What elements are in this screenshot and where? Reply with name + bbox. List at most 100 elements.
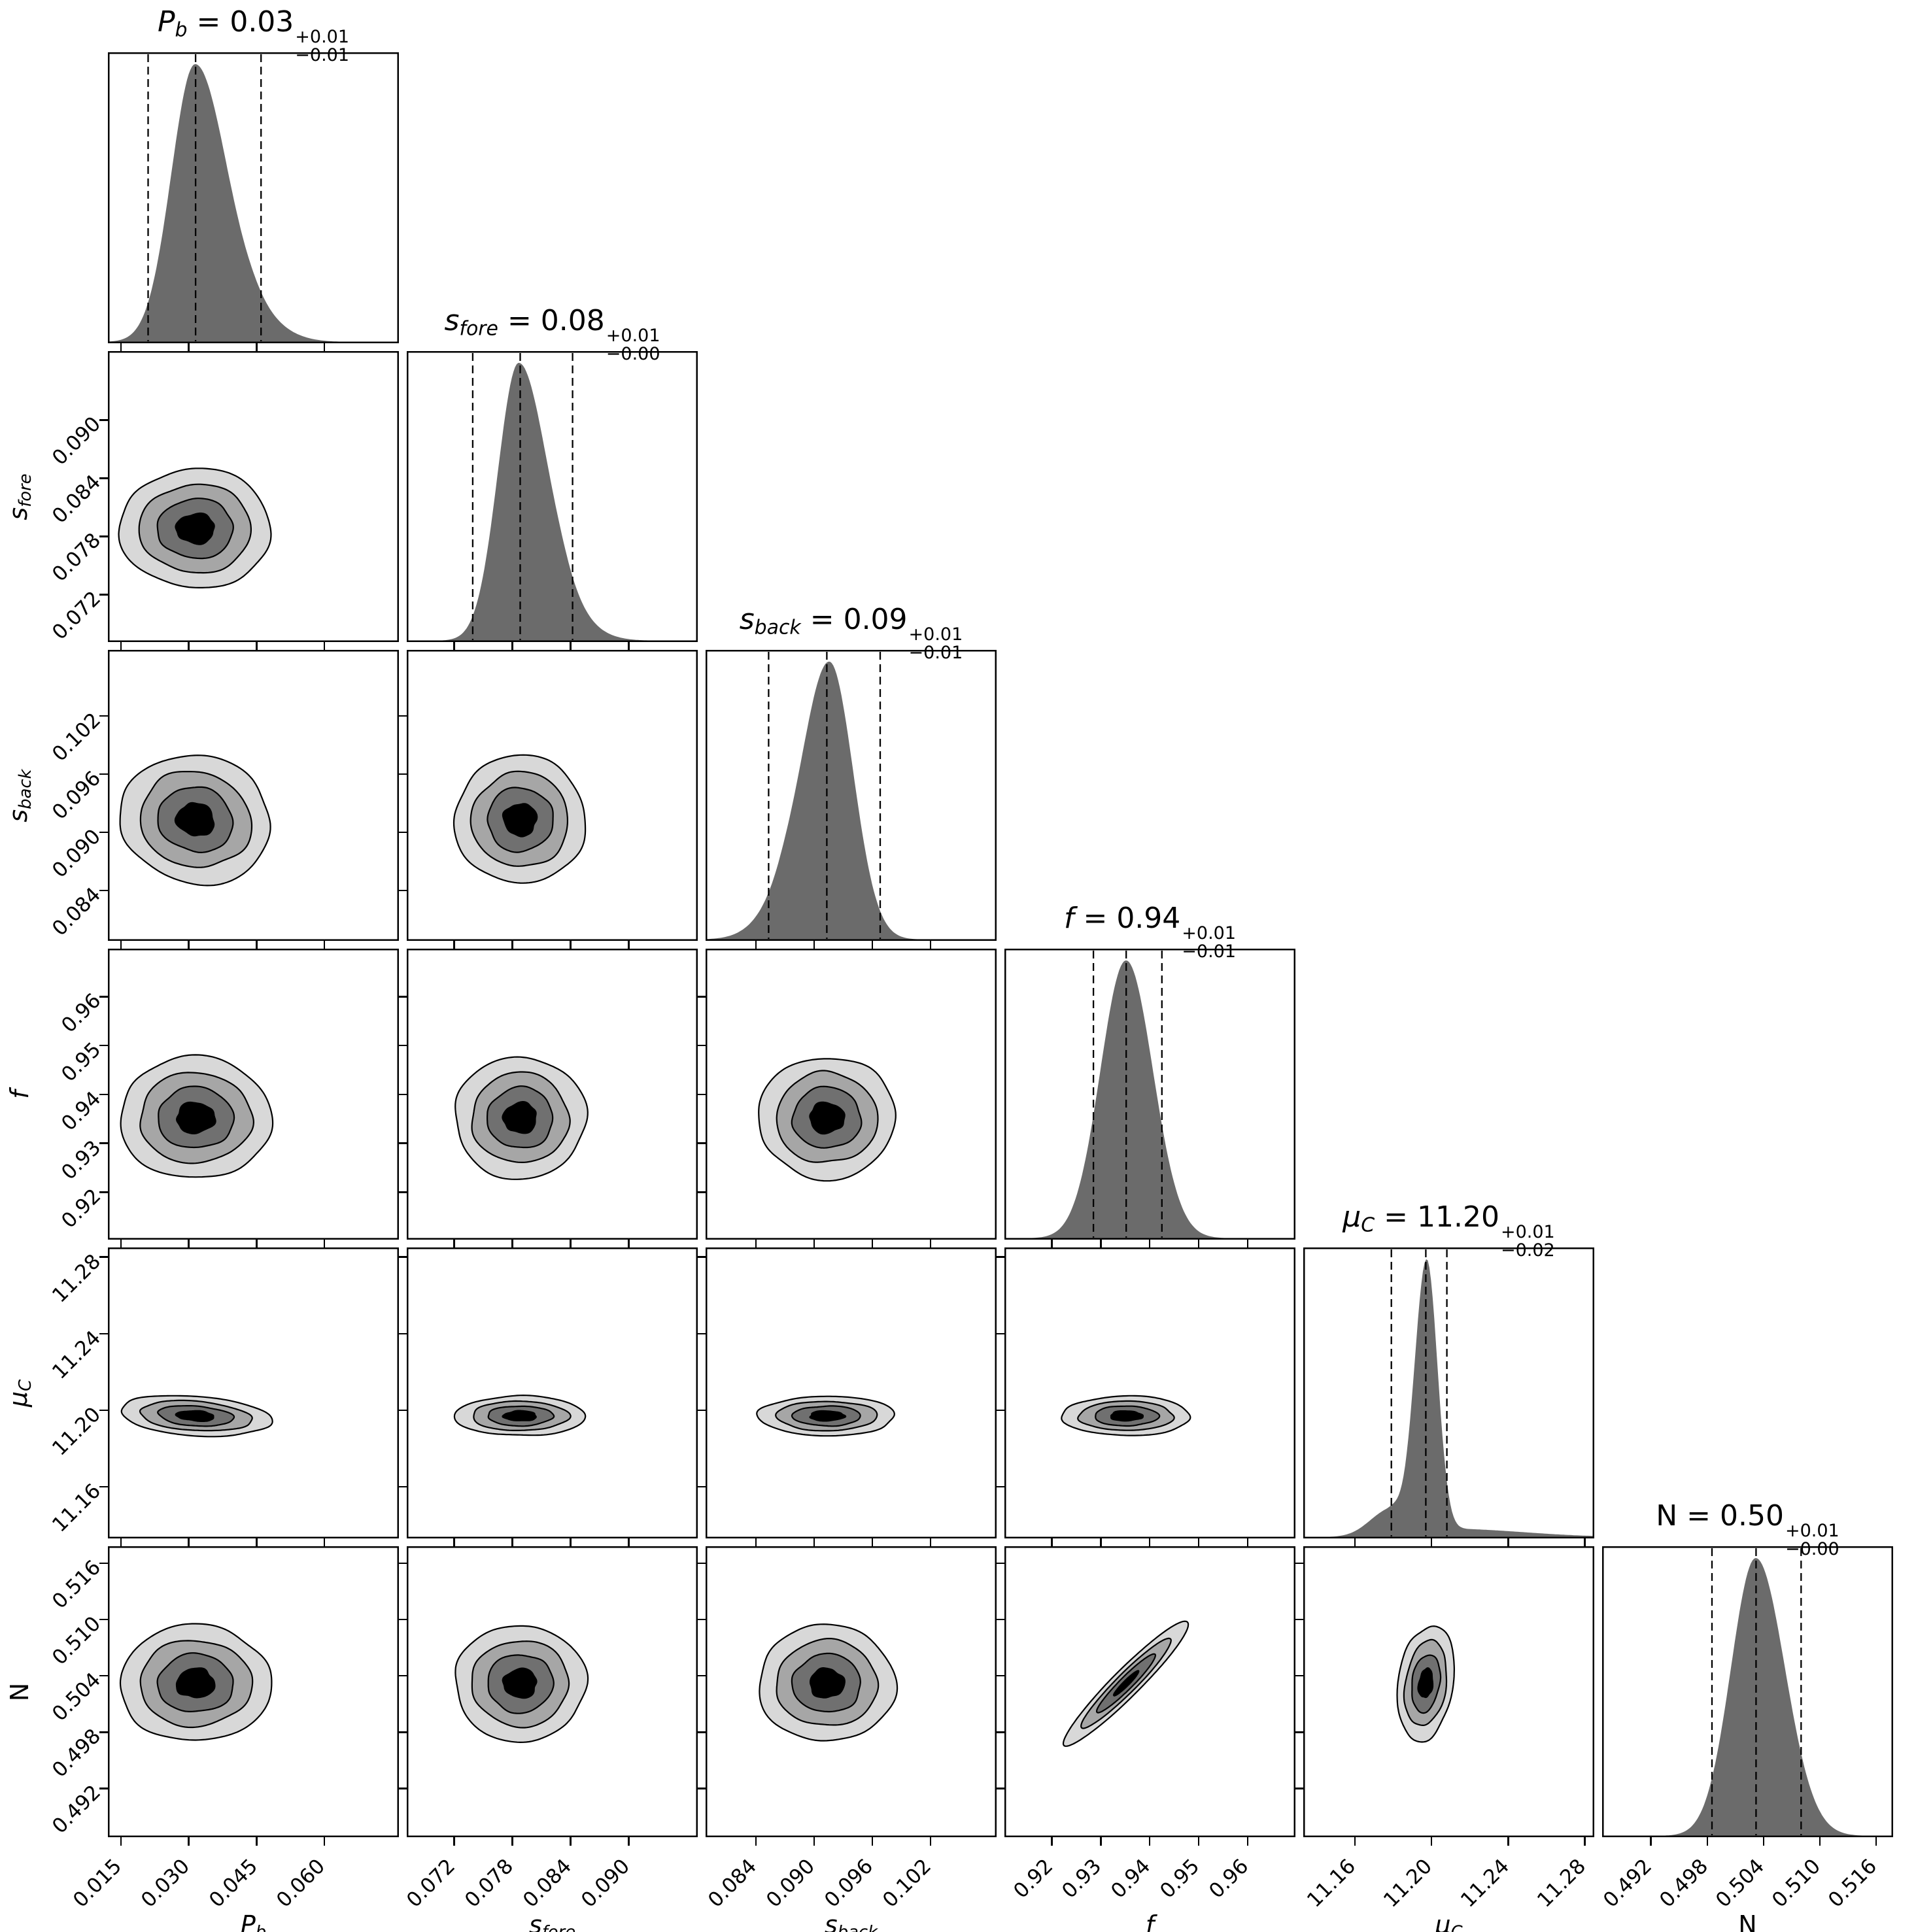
x-tick-mark xyxy=(871,1837,874,1846)
x-tick-label: 11.28 xyxy=(1532,1854,1590,1912)
minus-uncertainty: −0.01 xyxy=(908,642,963,663)
x-tick-mark xyxy=(120,1837,122,1846)
x-tick-mark xyxy=(929,1837,932,1846)
density-contour-level-4 xyxy=(502,1667,538,1699)
minus-uncertainty: −0.00 xyxy=(606,343,660,364)
hist-panel-N: 0.492 0.498 0.504 0.510 0.516 xyxy=(1599,1546,1893,1912)
y-tick-mark xyxy=(697,1093,706,1096)
contour-panel-s_fore-vs-mu_C xyxy=(398,1247,698,1547)
y-tick-mark xyxy=(996,1788,1004,1789)
contour-panel-s_fore-vs-N: 0.072 0.078 0.084 0.090 xyxy=(398,1546,698,1912)
param-label-part: C xyxy=(1361,1213,1375,1237)
hist-panel-P_b xyxy=(108,52,399,352)
title-median-value: 0.94 xyxy=(1116,902,1181,935)
y-tick-mark xyxy=(99,1618,108,1621)
contour-panel-mu_C-vs-N: 11.16 11.20 11.24 11.28 xyxy=(1295,1546,1594,1912)
x-tick-mark xyxy=(628,1837,630,1846)
y-tick-mark xyxy=(697,1191,706,1193)
y-tick-label: 0.090 xyxy=(48,412,106,470)
axes-spines xyxy=(706,1546,997,1837)
equals-sign: = xyxy=(187,5,230,39)
density-contour-level-4 xyxy=(175,1667,216,1699)
y-tick-mark xyxy=(398,1788,407,1789)
x-tick-mark xyxy=(1762,1837,1765,1846)
y-axis-label-mu_C: μC xyxy=(4,1379,35,1406)
hist-panel-s_back xyxy=(706,650,997,949)
y-tick-mark xyxy=(398,996,407,998)
x-tick-mark xyxy=(1051,1538,1053,1547)
axes-spines xyxy=(407,949,698,1240)
axes-spines xyxy=(108,650,399,941)
contour-svg xyxy=(706,1247,997,1538)
x-tick-mark xyxy=(1706,1837,1709,1846)
y-tick-label: 0.504 xyxy=(48,1668,106,1726)
posterior-histogram-s_fore xyxy=(407,363,698,641)
y-tick-mark xyxy=(1295,1674,1303,1677)
contour-svg xyxy=(407,1546,698,1837)
x-tick-label: 0.516 xyxy=(1824,1854,1882,1912)
density-contour-level-4 xyxy=(175,1410,214,1422)
contour-svg xyxy=(706,1546,997,1837)
axes-spines xyxy=(108,1546,399,1837)
x-tick-mark xyxy=(1507,1538,1509,1547)
y-tick-mark xyxy=(1295,1618,1303,1621)
axes-spines xyxy=(1303,1247,1594,1538)
param-label-part: μ xyxy=(1435,1910,1451,1932)
x-tick-label: 0.030 xyxy=(136,1854,195,1912)
y-tick-label: 0.498 xyxy=(48,1724,106,1782)
x-tick-mark xyxy=(511,642,513,651)
x-axis-label-s_fore: sfore xyxy=(529,1910,575,1932)
axes-spines xyxy=(1602,1546,1893,1837)
x-tick-mark xyxy=(1430,1538,1433,1547)
x-tick-mark xyxy=(1148,1538,1151,1547)
axes-spines xyxy=(407,351,698,642)
y-tick-mark xyxy=(99,535,108,537)
y-tick-mark xyxy=(99,594,108,596)
x-tick-mark xyxy=(188,1538,190,1547)
y-tick-mark xyxy=(99,477,108,479)
x-tick-mark xyxy=(511,941,513,949)
param-label-part: fore xyxy=(459,317,498,341)
x-tick-mark xyxy=(1051,1240,1053,1248)
x-axis-label-f: f xyxy=(1146,1910,1154,1932)
histogram-svg xyxy=(1004,949,1295,1240)
axes-spines xyxy=(108,52,399,343)
y-tick-label: 0.96 xyxy=(57,989,106,1038)
density-contour-level-4 xyxy=(174,802,215,837)
minus-uncertainty: −0.01 xyxy=(1182,941,1237,962)
x-tick-mark xyxy=(188,941,190,949)
y-tick-label: 0.078 xyxy=(48,528,106,586)
param-label-part: f xyxy=(5,1089,34,1099)
y-tick-label: 0.516 xyxy=(48,1555,106,1614)
title-uncertainties: +0.01 −0.01 xyxy=(1182,924,1236,961)
y-tick-mark xyxy=(697,1485,706,1488)
x-tick-mark xyxy=(755,1837,757,1846)
x-tick-mark xyxy=(570,941,572,949)
equals-sign: = xyxy=(498,304,541,337)
title-P_b: Pb = 0.03 +0.01 −0.01 xyxy=(158,5,349,65)
x-tick-mark xyxy=(511,1837,513,1846)
x-tick-mark xyxy=(256,642,258,651)
x-tick-label: 0.94 xyxy=(1106,1854,1155,1903)
y-tick-mark xyxy=(398,1618,407,1621)
title-s_back: sback = 0.09 +0.01 −0.01 xyxy=(740,603,963,662)
param-label-part: μ xyxy=(3,1391,33,1407)
x-tick-label: 0.072 xyxy=(402,1854,460,1912)
y-tick-label: 0.92 xyxy=(57,1184,106,1234)
y-tick-mark xyxy=(398,773,407,775)
y-tick-mark xyxy=(99,1332,108,1335)
param-label-part: b xyxy=(175,18,188,42)
histogram-svg xyxy=(706,650,997,941)
x-tick-mark xyxy=(1875,1837,1877,1846)
x-tick-mark xyxy=(511,1538,513,1547)
equals-sign: = xyxy=(1375,1200,1418,1234)
x-tick-mark xyxy=(1246,1837,1248,1846)
x-tick-mark xyxy=(1100,1837,1102,1846)
x-tick-mark xyxy=(755,1538,757,1547)
param-label-part: μ xyxy=(1343,1200,1361,1234)
minus-uncertainty: −0.00 xyxy=(1785,1538,1839,1559)
y-tick-mark xyxy=(99,773,108,775)
axes-spines xyxy=(407,1247,698,1538)
contour-panel-s_fore-vs-s_back xyxy=(398,650,698,949)
y-tick-mark xyxy=(99,1409,108,1412)
